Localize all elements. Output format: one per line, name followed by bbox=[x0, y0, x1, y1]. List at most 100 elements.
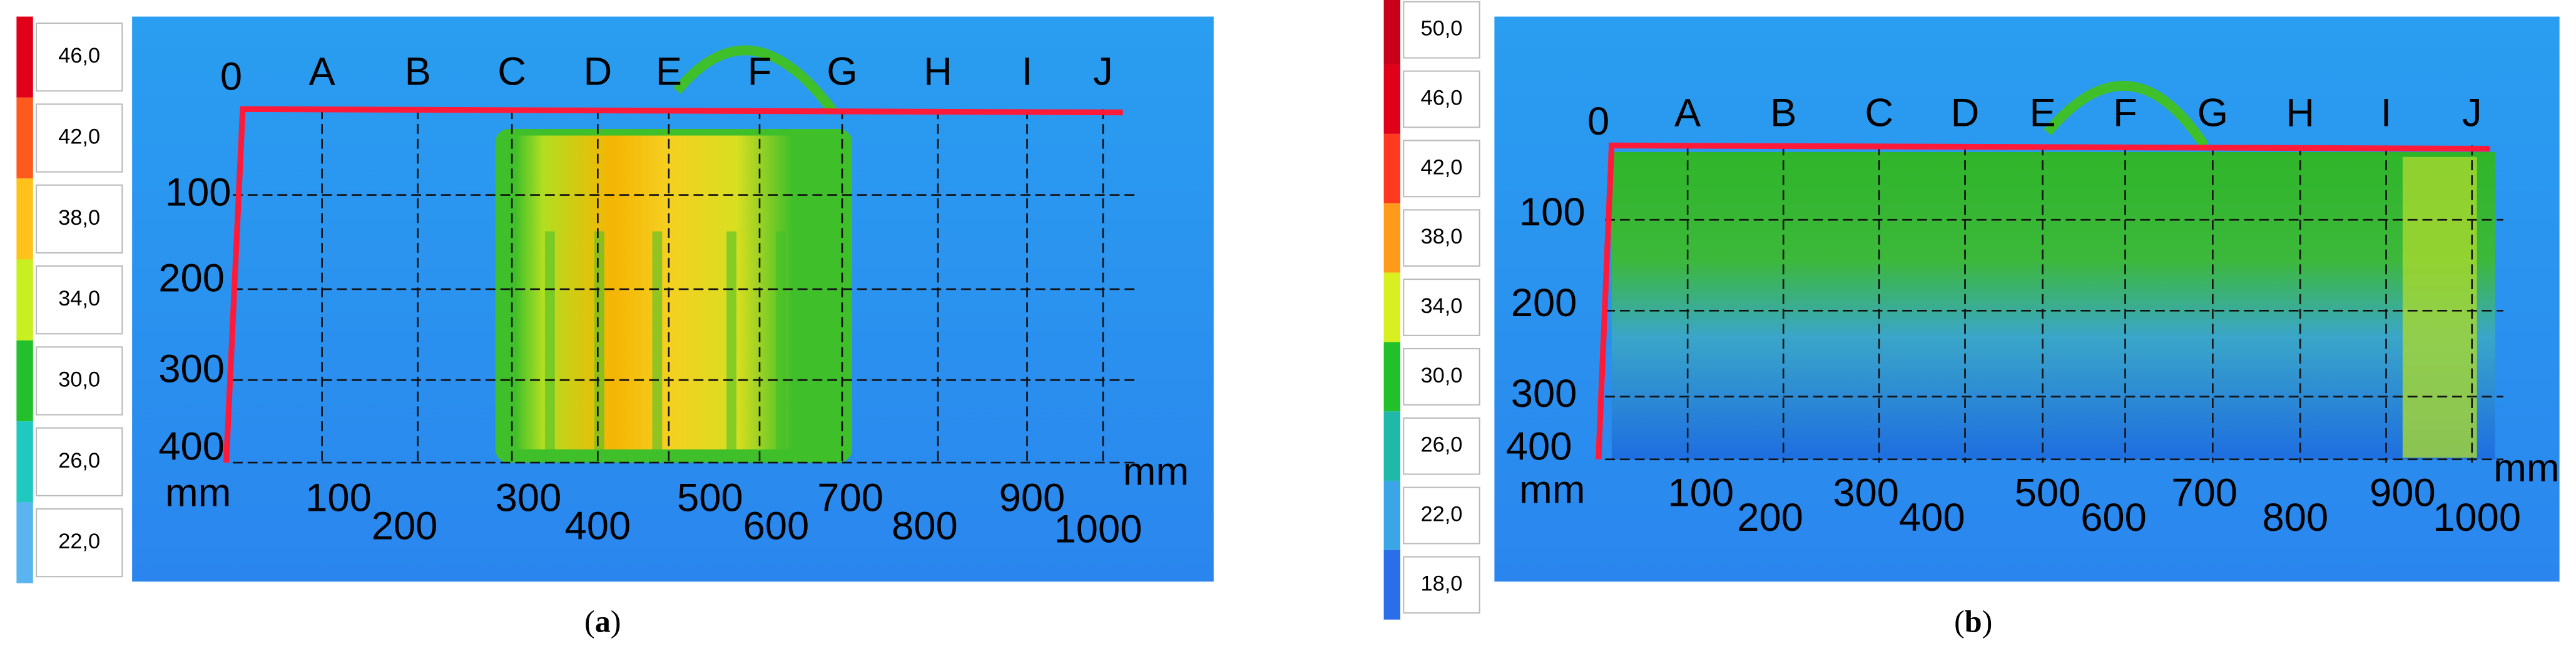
row-label: 400 bbox=[158, 425, 225, 469]
row-label: 200 bbox=[1511, 281, 1577, 325]
column-label: H bbox=[2286, 91, 2314, 135]
colorbar-swatch bbox=[16, 97, 33, 179]
x-label: mm bbox=[1123, 449, 1189, 493]
caption: (a) bbox=[584, 603, 621, 638]
colorbar-swatch bbox=[1383, 133, 1400, 203]
colorbar-swatch bbox=[1383, 411, 1400, 481]
colorbar-label: 42,0 bbox=[58, 125, 100, 149]
row-label: 400 bbox=[1506, 425, 1572, 469]
x-label: 1000 bbox=[2433, 496, 2521, 540]
colorbar-swatch bbox=[16, 340, 33, 422]
panel: 50,0 46,0 42,0 38,0 34,0 30,0 26,0 22,0 18,0 0 A B C… bbox=[1383, 0, 2560, 638]
column-label: I bbox=[1022, 50, 1033, 94]
column-label: D bbox=[583, 50, 612, 94]
x-label: 300 bbox=[1833, 471, 1899, 515]
column-label: B bbox=[405, 50, 431, 94]
colorbar-label: 38,0 bbox=[1421, 225, 1463, 249]
column-label: 0 bbox=[220, 55, 242, 99]
column-label: C bbox=[497, 50, 526, 94]
column-label: A bbox=[1674, 91, 1701, 135]
colorbar-label: 26,0 bbox=[1421, 433, 1463, 457]
caption-part: ) bbox=[611, 603, 621, 638]
colorbar-swatch bbox=[16, 502, 33, 583]
x-label: 600 bbox=[743, 504, 810, 548]
panel: 46,0 42,0 38,0 34,0 30,0 26,0 22,0 0 A B C D E F G H I J 1… bbox=[16, 16, 1214, 638]
column-label: F bbox=[748, 50, 772, 94]
caption: (b) bbox=[1954, 603, 1992, 638]
x-label: 700 bbox=[2171, 471, 2237, 515]
x-label: 200 bbox=[1737, 496, 1803, 540]
x-label: 500 bbox=[677, 476, 743, 520]
colorbar-label: 34,0 bbox=[1421, 294, 1463, 318]
colorbar-label: 26,0 bbox=[58, 449, 100, 473]
colorbar-cell bbox=[1403, 279, 1480, 336]
column-label: E bbox=[2029, 91, 2055, 135]
x-label: mm bbox=[1519, 468, 1586, 511]
row-label: 100 bbox=[165, 170, 232, 214]
colorbar-cell bbox=[1403, 70, 1480, 128]
colorbar-label: 22,0 bbox=[1421, 503, 1463, 526]
x-label: 800 bbox=[2263, 496, 2329, 540]
colorbar-swatch bbox=[1383, 272, 1400, 342]
x-label: 900 bbox=[2370, 471, 2436, 515]
colorbar-swatch bbox=[1383, 64, 1400, 134]
colorbar-cell bbox=[36, 265, 123, 335]
colorbar-label: 46,0 bbox=[1421, 86, 1463, 110]
caption-part: b bbox=[1965, 603, 1982, 638]
caption-part: a bbox=[595, 603, 611, 638]
colorbar-swatch bbox=[1383, 342, 1400, 412]
heat-streak bbox=[544, 231, 555, 454]
x-label: 600 bbox=[2080, 496, 2147, 540]
column-label: D bbox=[1951, 91, 1980, 135]
colorbar-swatch bbox=[16, 421, 33, 503]
caption-part: ( bbox=[1954, 603, 1965, 638]
colorbar-swatch bbox=[1383, 550, 1400, 620]
x-label: 400 bbox=[1899, 496, 1965, 540]
row-label: 100 bbox=[1519, 190, 1586, 234]
row-label: 300 bbox=[158, 347, 225, 391]
colorbar-swatch bbox=[1383, 0, 1400, 65]
x-label: 500 bbox=[2015, 471, 2081, 515]
colorbar-label: 18,0 bbox=[1421, 571, 1463, 595]
colorbar-cell bbox=[1403, 486, 1480, 545]
column-label: A bbox=[309, 50, 336, 94]
colorbar-label: 30,0 bbox=[1421, 364, 1463, 387]
x-label: 100 bbox=[1667, 471, 1734, 515]
colorbar-cell bbox=[36, 103, 123, 173]
colorbar-label: 30,0 bbox=[58, 368, 100, 392]
x-label: mm bbox=[2493, 446, 2560, 490]
row-label: 200 bbox=[158, 257, 225, 300]
row-label: 300 bbox=[1511, 372, 1577, 416]
colorbar-cell bbox=[36, 23, 123, 92]
reference-frame bbox=[223, 106, 1123, 463]
colorbar-label: 34,0 bbox=[58, 287, 100, 310]
column-label: C bbox=[1865, 91, 1893, 135]
x-label: 100 bbox=[305, 476, 372, 520]
colorbar-label: 50,0 bbox=[1421, 17, 1463, 41]
colorbar-swatch bbox=[1383, 203, 1400, 273]
heat-edge bbox=[2402, 156, 2477, 458]
x-label: 800 bbox=[892, 504, 958, 548]
column-label: G bbox=[827, 50, 857, 94]
column-label: E bbox=[656, 50, 682, 94]
colorbar-swatch bbox=[1383, 481, 1400, 550]
column-label: 0 bbox=[1587, 100, 1609, 143]
x-label: 900 bbox=[999, 476, 1066, 520]
heat-zone bbox=[1611, 151, 2495, 459]
colorbar-label: 42,0 bbox=[1421, 155, 1463, 179]
x-label: 300 bbox=[496, 476, 562, 520]
colorbar-swatch bbox=[16, 259, 33, 341]
column-label: I bbox=[2381, 91, 2392, 135]
colorbar-swatch bbox=[16, 16, 33, 98]
reference-frame bbox=[1596, 142, 2490, 460]
colorbar-cell bbox=[36, 508, 123, 578]
colorbar-label: 46,0 bbox=[58, 44, 100, 68]
x-label: 200 bbox=[372, 504, 438, 548]
colorbar-label: 22,0 bbox=[58, 530, 100, 553]
column-label: F bbox=[2113, 91, 2137, 135]
heat-streak bbox=[594, 231, 604, 454]
column-label: H bbox=[924, 50, 952, 94]
caption-part: ) bbox=[1982, 603, 1993, 638]
column-label: B bbox=[1770, 91, 1796, 135]
